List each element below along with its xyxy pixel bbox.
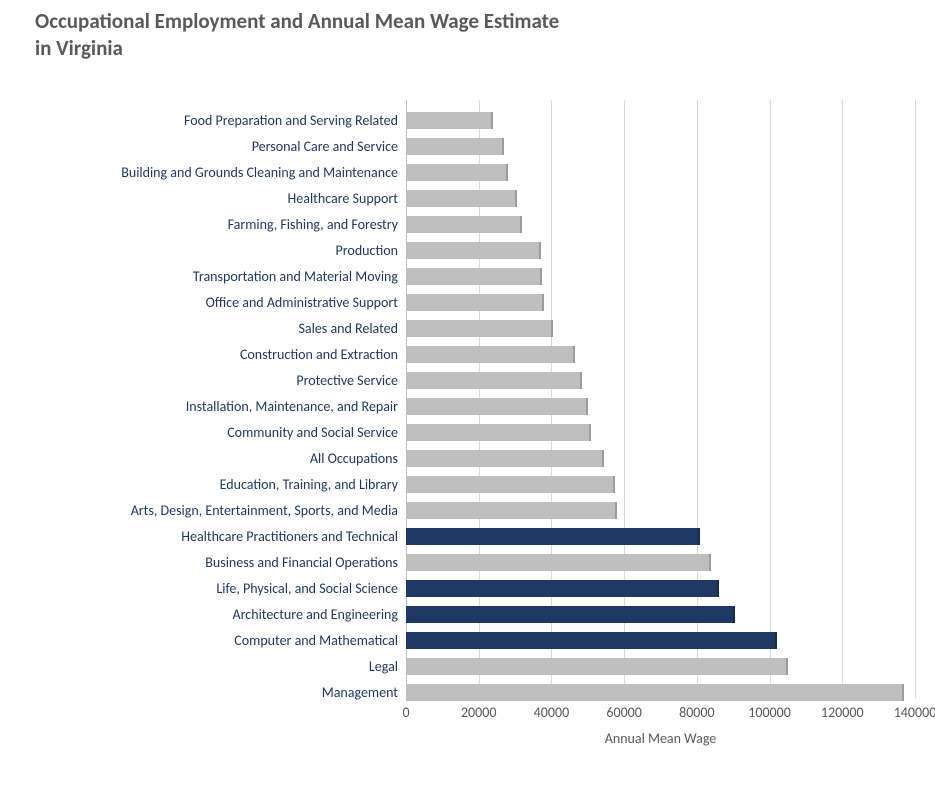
bar	[406, 320, 553, 337]
bar	[406, 554, 711, 571]
bar-row	[406, 242, 541, 259]
bar-row	[406, 606, 735, 623]
y-category-label: Business and Financial Operations	[0, 554, 398, 571]
bar	[406, 242, 541, 259]
gridline	[770, 100, 771, 698]
bar-row	[406, 450, 604, 467]
gridline	[842, 100, 843, 698]
bar	[406, 476, 615, 493]
x-tick-label: 0	[402, 704, 409, 721]
bar	[406, 580, 719, 597]
bar-row	[406, 424, 591, 441]
x-tick-label: 140000	[894, 704, 935, 721]
y-category-label: All Occupations	[0, 450, 398, 467]
bar	[406, 164, 508, 181]
bar	[406, 268, 542, 285]
y-category-label: Office and Administrative Support	[0, 294, 398, 311]
bar	[406, 502, 617, 519]
bar-row	[406, 216, 522, 233]
x-tick-label: 100000	[748, 704, 791, 721]
bar	[406, 450, 604, 467]
bar-row	[406, 528, 700, 545]
chart-title: Occupational Employment and Annual Mean …	[35, 8, 559, 63]
bar	[406, 398, 588, 415]
bar-row	[406, 554, 711, 571]
bar	[406, 528, 700, 545]
chart-title-line1: Occupational Employment and Annual Mean …	[35, 8, 559, 34]
bar-row	[406, 112, 493, 129]
bar	[406, 190, 517, 207]
bar	[406, 632, 777, 649]
y-category-label: Education, Training, and Library	[0, 476, 398, 493]
bar	[406, 658, 788, 675]
y-category-label: Legal	[0, 658, 398, 675]
bar	[406, 684, 904, 701]
y-category-label: Management	[0, 684, 398, 701]
chart-area: Annual Mean Wage 0 20000 40000 60000 80000 10…	[0, 94, 935, 754]
y-category-label: Healthcare Support	[0, 190, 398, 207]
y-category-label: Healthcare Practitioners and Technical	[0, 528, 398, 545]
bar	[406, 294, 544, 311]
x-tick-label: 20000	[461, 704, 496, 721]
bar-row	[406, 632, 777, 649]
bar	[406, 372, 582, 389]
y-category-label: Personal Care and Service	[0, 138, 398, 155]
bar-row	[406, 476, 615, 493]
plot-area	[406, 100, 915, 698]
y-category-label: Computer and Mathematical	[0, 632, 398, 649]
x-tick-label: 120000	[821, 704, 864, 721]
y-category-label: Transportation and Material Moving	[0, 268, 398, 285]
bar-row	[406, 684, 904, 701]
y-category-label: Installation, Maintenance, and Repair	[0, 398, 398, 415]
x-tick-label: 80000	[679, 704, 714, 721]
y-category-label: Farming, Fishing, and Forestry	[0, 216, 398, 233]
bar	[406, 606, 735, 623]
x-axis-title: Annual Mean Wage	[406, 730, 915, 747]
bar	[406, 216, 522, 233]
bar-row	[406, 190, 517, 207]
bar-row	[406, 320, 553, 337]
bar-row	[406, 268, 542, 285]
gridline	[915, 100, 916, 698]
bar-row	[406, 580, 719, 597]
bar-row	[406, 372, 582, 389]
y-category-label: Sales and Related	[0, 320, 398, 337]
x-tick-label: 40000	[534, 704, 569, 721]
bar-row	[406, 398, 588, 415]
page-root: Occupational Employment and Annual Mean …	[0, 0, 935, 793]
bar-row	[406, 346, 575, 363]
bar	[406, 346, 575, 363]
y-category-label: Arts, Design, Entertainment, Sports, and…	[0, 502, 398, 519]
y-category-label: Food Preparation and Serving Related	[0, 112, 398, 129]
bar-row	[406, 138, 504, 155]
y-category-label: Protective Service	[0, 372, 398, 389]
chart-title-line2: in Virginia	[35, 35, 123, 61]
bar-row	[406, 502, 617, 519]
bar	[406, 112, 493, 129]
bar	[406, 424, 591, 441]
y-category-label: Production	[0, 242, 398, 259]
bar-row	[406, 164, 508, 181]
x-tick-label: 60000	[606, 704, 641, 721]
y-category-label: Building and Grounds Cleaning and Mainte…	[0, 164, 398, 181]
y-category-label: Architecture and Engineering	[0, 606, 398, 623]
y-category-label: Community and Social Service	[0, 424, 398, 441]
bar-row	[406, 294, 544, 311]
y-category-label: Construction and Extraction	[0, 346, 398, 363]
bar-row	[406, 658, 788, 675]
bar	[406, 138, 504, 155]
y-category-label: Life, Physical, and Social Science	[0, 580, 398, 597]
